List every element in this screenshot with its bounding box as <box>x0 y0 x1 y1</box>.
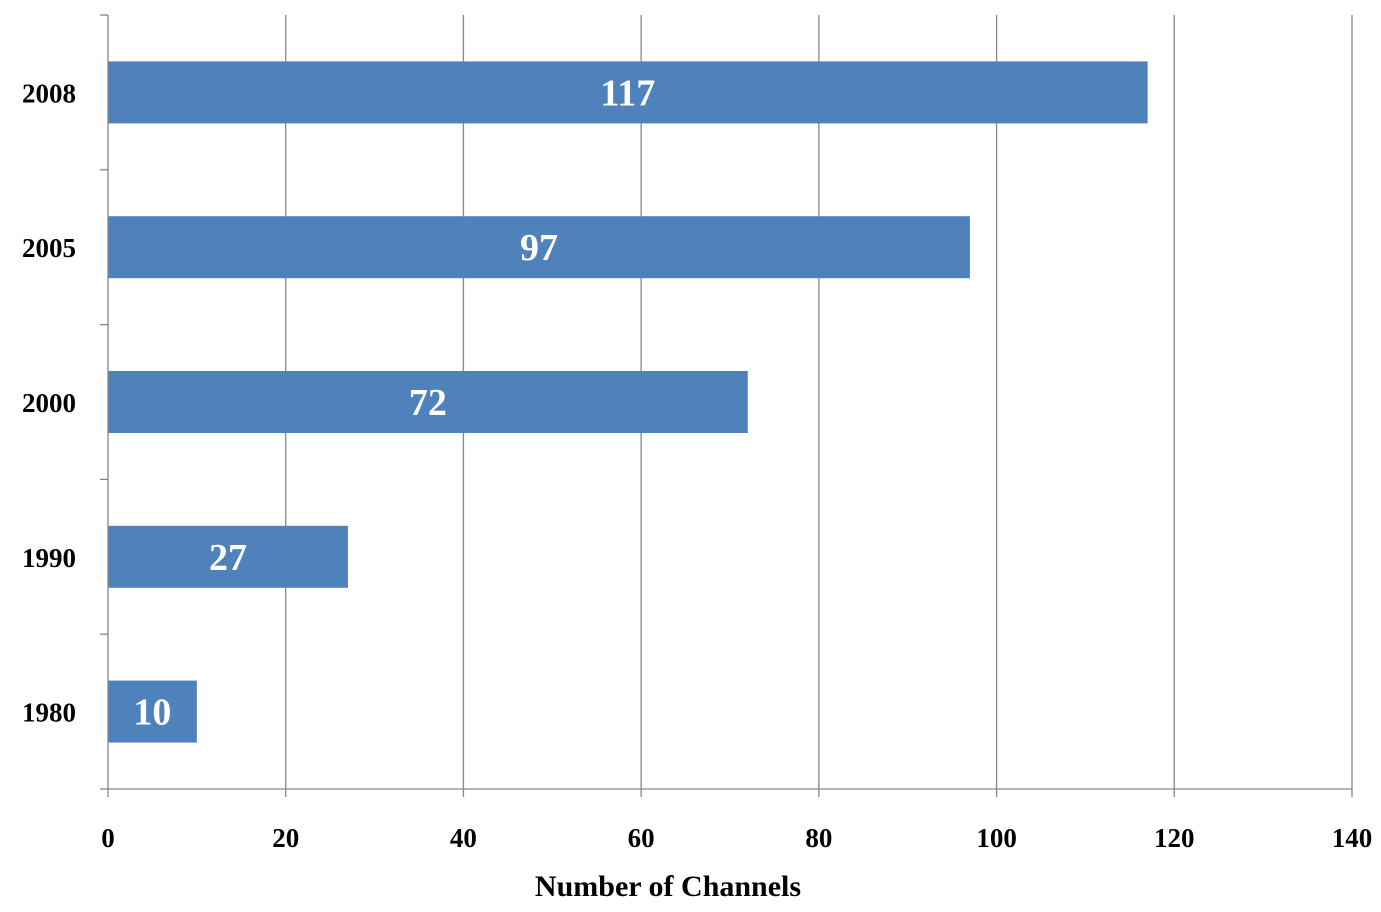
y-category-label: 2005 <box>22 233 76 263</box>
bar-1990 <box>108 525 348 588</box>
x-tick-label: 80 <box>805 823 832 853</box>
y-category-label: 1980 <box>22 698 76 728</box>
y-category-label: 2000 <box>22 388 76 418</box>
data-label-1980: 10 <box>133 692 171 734</box>
x-tick-label: 20 <box>272 823 299 853</box>
labels: 0 20 40 60 80 100 120 140 117 2008 97 2005 72 2000 27 1… <box>22 72 1372 853</box>
bar-2008 <box>108 61 1148 124</box>
bar-1980 <box>108 680 197 743</box>
data-label-2000: 72 <box>409 382 447 424</box>
x-tick-label: 60 <box>628 823 655 853</box>
bar-2005 <box>108 216 970 279</box>
x-tick-label: 100 <box>976 823 1017 853</box>
axes <box>100 14 1353 797</box>
x-tick-label: 140 <box>1332 823 1373 853</box>
bar-2000 <box>108 371 748 433</box>
x-tick-label: 40 <box>450 823 477 853</box>
bars <box>108 61 1148 743</box>
data-label-1990: 27 <box>209 537 247 579</box>
data-label-2008: 117 <box>600 72 655 114</box>
x-axis-title: Number of Channels <box>535 870 801 903</box>
y-category-label: 1990 <box>22 543 76 573</box>
y-category-label: 2008 <box>22 78 76 108</box>
x-tick-label: 0 <box>101 823 115 853</box>
x-tick-label: 120 <box>1154 823 1195 853</box>
data-label-2005: 97 <box>520 227 558 269</box>
